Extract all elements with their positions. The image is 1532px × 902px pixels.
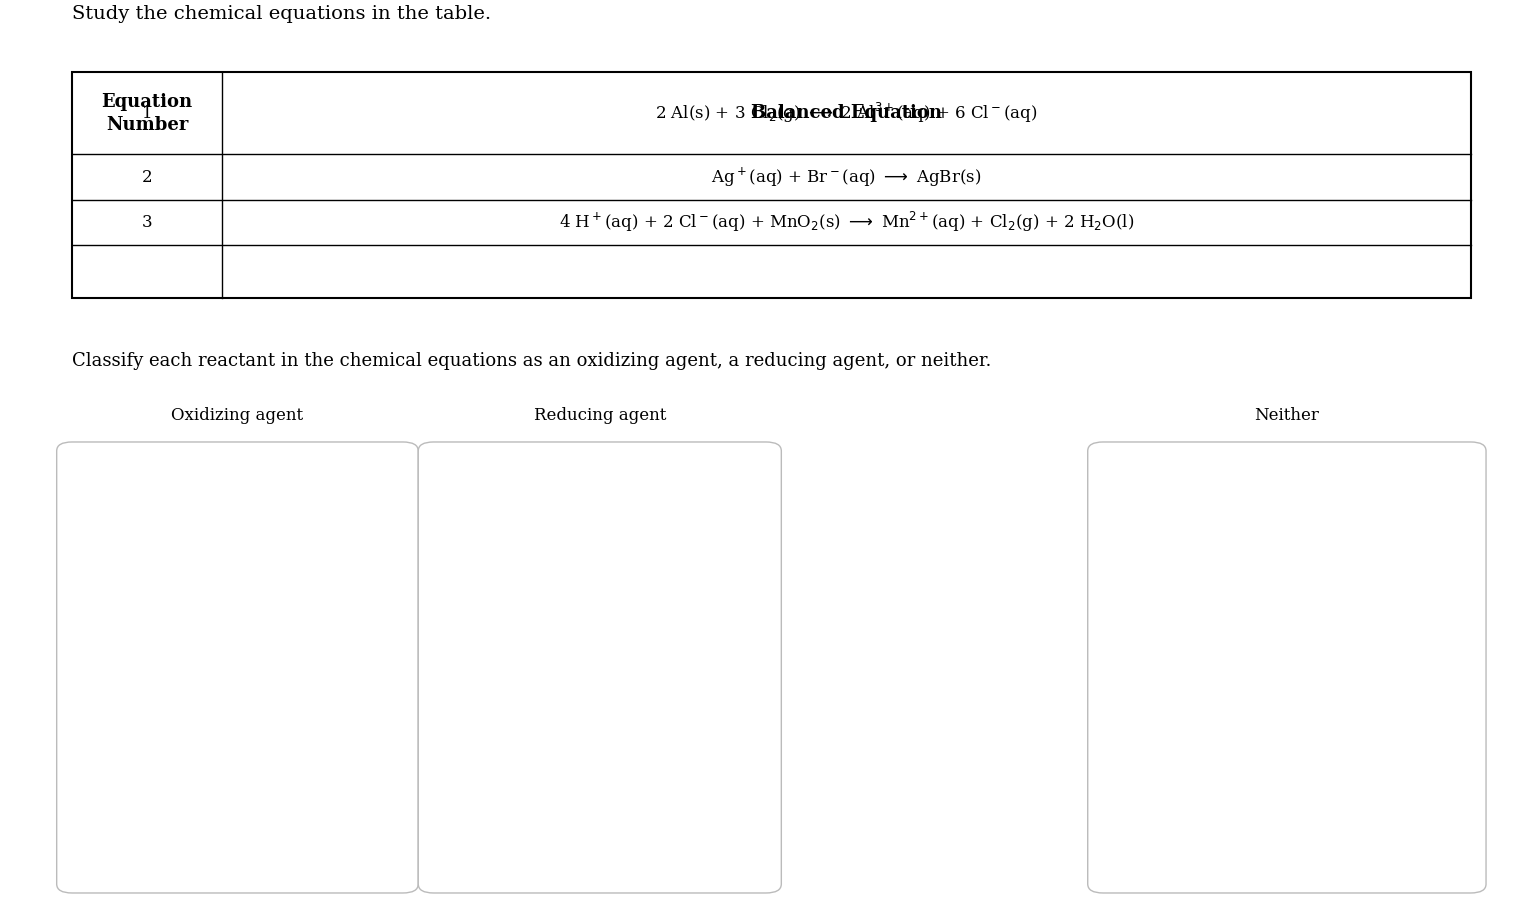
Text: Oxidizing agent: Oxidizing agent [172, 407, 303, 424]
FancyBboxPatch shape [57, 442, 418, 893]
Text: Study the chemical equations in the table.: Study the chemical equations in the tabl… [72, 5, 492, 23]
Text: Neither: Neither [1255, 407, 1319, 424]
FancyBboxPatch shape [418, 442, 781, 893]
Text: Reducing agent: Reducing agent [533, 407, 666, 424]
FancyBboxPatch shape [1088, 442, 1486, 893]
Text: 2 Al(s) + 3 Cl$_2$(g) $\longrightarrow$ 2 Al$^{3+}$(aq) + 6 Cl$^-$(aq): 2 Al(s) + 3 Cl$_2$(g) $\longrightarrow$ … [656, 101, 1037, 125]
Text: 3: 3 [142, 214, 152, 231]
Text: 4 H$^+$(aq) + 2 Cl$^-$(aq) + MnO$_2$(s) $\longrightarrow$ Mn$^{2+}$(aq) + Cl$_2$: 4 H$^+$(aq) + 2 Cl$^-$(aq) + MnO$_2$(s) … [559, 210, 1134, 235]
Text: 1: 1 [142, 105, 152, 122]
FancyBboxPatch shape [72, 72, 1471, 298]
Text: Classify each reactant in the chemical equations as an oxidizing agent, a reduci: Classify each reactant in the chemical e… [72, 352, 991, 370]
Text: Ag$^+$(aq) + Br$^-$(aq) $\longrightarrow$ AgBr(s): Ag$^+$(aq) + Br$^-$(aq) $\longrightarrow… [711, 165, 982, 189]
Text: Balanced Equation: Balanced Equation [751, 105, 942, 123]
Text: Equation
Number: Equation Number [101, 93, 193, 134]
Text: 2: 2 [142, 169, 152, 186]
